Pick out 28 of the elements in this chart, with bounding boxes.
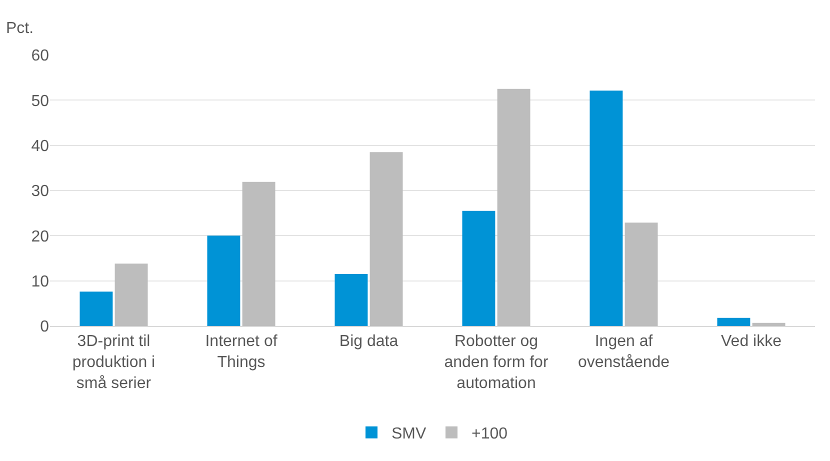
bar — [752, 322, 786, 326]
bar — [207, 236, 240, 326]
bar — [80, 292, 113, 326]
legend-label: SMV — [392, 426, 426, 443]
bar — [242, 182, 276, 326]
y-axis-title: Pct. — [6, 20, 34, 37]
bar — [114, 264, 148, 326]
x-tick-label: Big data — [339, 333, 398, 350]
x-tick-label: Ved ikke — [721, 333, 782, 350]
bar — [370, 152, 403, 326]
bar — [497, 88, 530, 326]
y-tick-label: 10 — [31, 273, 50, 290]
bar — [624, 222, 658, 326]
x-tick-label: 3D-print til produktion i små serier — [72, 333, 156, 392]
y-tick-label: 60 — [31, 48, 50, 65]
bar — [590, 90, 623, 326]
y-tick-label: 50 — [31, 92, 50, 110]
y-tick-label: 30 — [31, 183, 50, 200]
y-tick-label: 20 — [31, 228, 50, 246]
bar — [334, 274, 368, 326]
legend-label: +100 — [472, 426, 508, 443]
y-tick-label: 40 — [31, 138, 50, 155]
y-tick-label: 0 — [40, 318, 50, 336]
x-tick-label: Internet of Things — [205, 333, 278, 371]
x-tick-label: Robotter og anden form for automation — [444, 333, 549, 392]
bar — [462, 210, 496, 326]
bar — [717, 318, 750, 326]
x-tick-label: Ingen af ovenstående — [578, 333, 670, 371]
